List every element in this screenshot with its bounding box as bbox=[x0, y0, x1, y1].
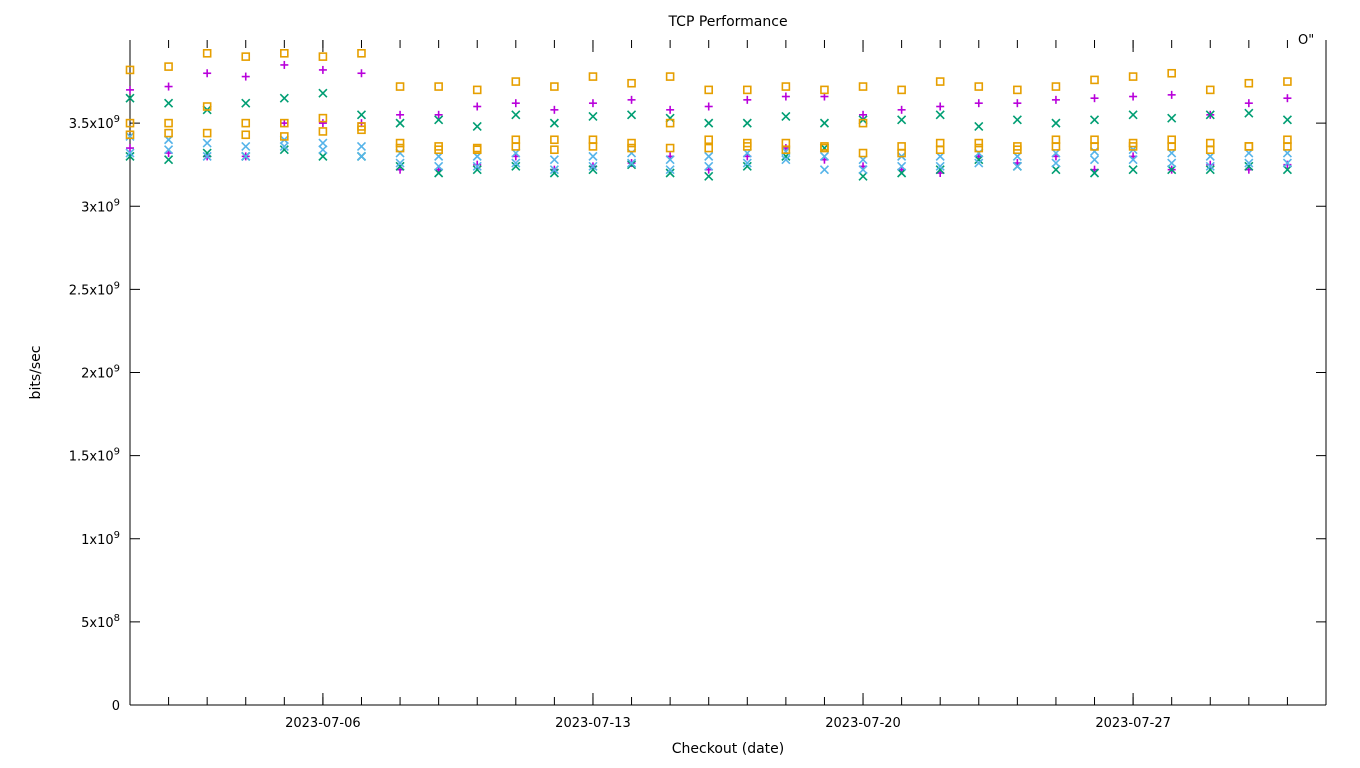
x-tick-label: 2023-07-27 bbox=[1095, 716, 1171, 731]
marker-square bbox=[204, 130, 211, 137]
marker-square bbox=[397, 83, 404, 90]
marker-square bbox=[204, 50, 211, 57]
marker-square bbox=[474, 86, 481, 93]
marker-square bbox=[705, 145, 712, 152]
marker-square bbox=[242, 120, 249, 127]
y-tick-label: 3x109 bbox=[81, 197, 120, 215]
marker-square bbox=[242, 131, 249, 138]
marker-square bbox=[551, 83, 558, 90]
marker-square bbox=[1207, 86, 1214, 93]
marker-square bbox=[242, 53, 249, 60]
y-tick-label: 2x109 bbox=[81, 364, 120, 382]
marker-square bbox=[551, 146, 558, 153]
marker-square bbox=[319, 53, 326, 60]
marker-square bbox=[628, 80, 635, 87]
marker-square bbox=[512, 78, 519, 85]
marker-square bbox=[165, 120, 172, 127]
marker-square bbox=[1052, 83, 1059, 90]
x-axis-title: Checkout (date) bbox=[672, 741, 784, 757]
marker-square bbox=[860, 83, 867, 90]
marker-square bbox=[1091, 76, 1098, 83]
marker-square bbox=[1245, 143, 1252, 150]
marker-square bbox=[898, 86, 905, 93]
marker-square bbox=[1014, 86, 1021, 93]
marker-square bbox=[937, 78, 944, 85]
chart-title: TCP Performance bbox=[667, 14, 787, 30]
marker-square bbox=[1130, 73, 1137, 80]
marker-square bbox=[744, 86, 751, 93]
chart-container: TCP Performance O" 0 5x108 1x109 1.5x109 2x109… bbox=[0, 0, 1360, 768]
tcp-performance-chart: TCP Performance O" 0 5x108 1x109 1.5x109 2x109… bbox=[0, 0, 1360, 768]
x-tick-label: 2023-07-13 bbox=[555, 716, 631, 731]
marker-square bbox=[782, 83, 789, 90]
marker-square bbox=[358, 50, 365, 57]
marker-square bbox=[1168, 70, 1175, 77]
y-tick-label: 3.5x109 bbox=[69, 114, 120, 132]
marker-square bbox=[1284, 78, 1291, 85]
marker-square bbox=[551, 136, 558, 143]
marker-square bbox=[435, 83, 442, 90]
marker-square bbox=[975, 83, 982, 90]
y-tick-label: 0 bbox=[112, 699, 120, 714]
marker-square bbox=[165, 63, 172, 70]
marker-square bbox=[397, 140, 404, 147]
marker-square bbox=[1245, 143, 1252, 150]
y-tick-label: 5x108 bbox=[81, 613, 120, 631]
marker-square bbox=[628, 140, 635, 147]
marker-square bbox=[165, 130, 172, 137]
marker-square bbox=[705, 86, 712, 93]
y-tick-label: 2.5x109 bbox=[69, 280, 120, 298]
x-tick-label: 2023-07-06 bbox=[285, 716, 361, 731]
marker-square bbox=[667, 145, 674, 152]
marker-square bbox=[1245, 80, 1252, 87]
y-tick-label: 1.5x109 bbox=[69, 447, 120, 465]
y-axis-title: bits/sec bbox=[28, 346, 44, 400]
marker-square bbox=[281, 50, 288, 57]
x-tick-label: 2023-07-20 bbox=[825, 716, 901, 731]
marker-square bbox=[860, 150, 867, 157]
marker-square bbox=[589, 73, 596, 80]
top-right-annotation: O" bbox=[1298, 33, 1314, 48]
marker-square bbox=[821, 86, 828, 93]
y-tick-label: 1x109 bbox=[81, 530, 120, 548]
marker-square bbox=[975, 140, 982, 147]
marker-square bbox=[705, 136, 712, 143]
marker-square bbox=[319, 128, 326, 135]
marker-square bbox=[667, 73, 674, 80]
